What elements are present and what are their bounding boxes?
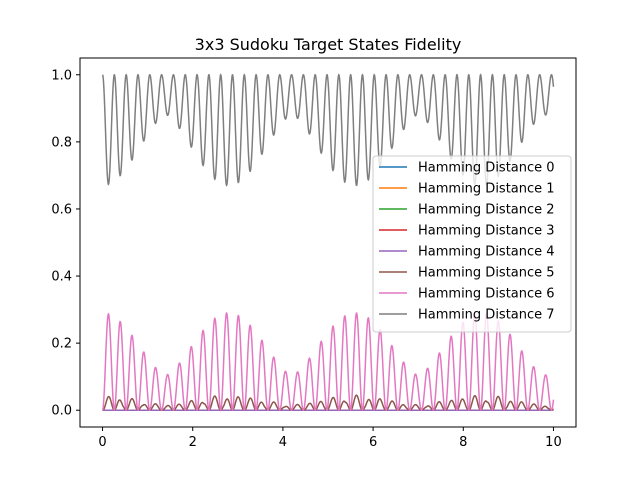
y-tick-label-0: 0.0 bbox=[51, 404, 72, 419]
legend-label-1: Hamming Distance 1 bbox=[418, 182, 555, 197]
legend-box bbox=[372, 155, 572, 333]
x-tick-label-3: 6 bbox=[369, 435, 377, 450]
legend: Hamming Distance 0 Hamming Distance 1 Hamm… bbox=[372, 155, 572, 333]
x-tick-label-0: 0 bbox=[98, 435, 106, 450]
y-tick-label-4: 0.8 bbox=[51, 135, 72, 150]
plot-lines bbox=[101, 73, 555, 412]
x-tick-label-4: 8 bbox=[459, 435, 467, 450]
y-tick-label-2: 0.4 bbox=[51, 270, 72, 285]
series-line-6 bbox=[101, 311, 555, 412]
plot-frame bbox=[79, 57, 577, 428]
legend-label-5: Hamming Distance 5 bbox=[418, 266, 555, 281]
x-axis: 0 2 4 6 8 10 bbox=[98, 427, 562, 450]
chart-title: 3x3 Sudoku Target States Fidelity bbox=[195, 35, 462, 54]
legend-label-7: Hamming Distance 7 bbox=[418, 308, 555, 323]
legend-label-4: Hamming Distance 4 bbox=[418, 245, 555, 260]
x-tick-label-1: 2 bbox=[189, 435, 197, 450]
y-tick-label-3: 0.6 bbox=[51, 202, 72, 217]
y-tick-label-1: 0.2 bbox=[51, 337, 72, 352]
legend-label-6: Hamming Distance 6 bbox=[418, 287, 555, 302]
legend-label-0: Hamming Distance 0 bbox=[418, 161, 555, 176]
x-tick-label-2: 4 bbox=[279, 435, 287, 450]
legend-label-3: Hamming Distance 3 bbox=[418, 224, 555, 239]
y-tick-label-5: 1.0 bbox=[51, 68, 72, 83]
series-line-7 bbox=[101, 73, 555, 187]
y-axis: 0.0 0.2 0.4 0.6 0.8 1.0 bbox=[51, 68, 80, 419]
legend-label-2: Hamming Distance 2 bbox=[418, 203, 555, 218]
x-tick-label-5: 10 bbox=[545, 435, 562, 450]
